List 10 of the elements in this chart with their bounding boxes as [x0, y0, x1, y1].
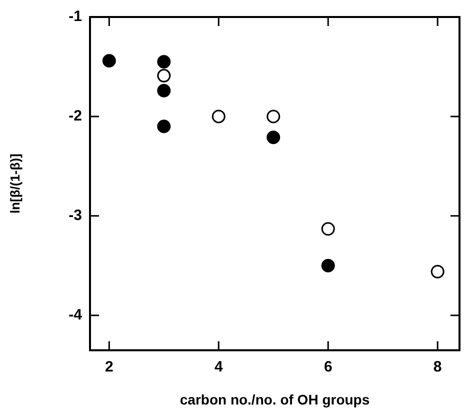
x-tick-label: 2: [104, 358, 114, 376]
x-tick-label: 4: [214, 358, 224, 376]
y-tick-label: -3: [68, 207, 82, 224]
y-tick-label: -1: [68, 8, 82, 26]
y-tick-label: -2: [68, 108, 82, 125]
x-tick-label: 8: [433, 358, 442, 376]
x-axis-title: carbon no./no. of OH groups: [180, 391, 370, 408]
y-axis-title: ln[β/(1-β)]: [7, 154, 22, 214]
x-tick-label: 6: [324, 358, 332, 376]
y-tick-label: -4: [68, 306, 83, 324]
